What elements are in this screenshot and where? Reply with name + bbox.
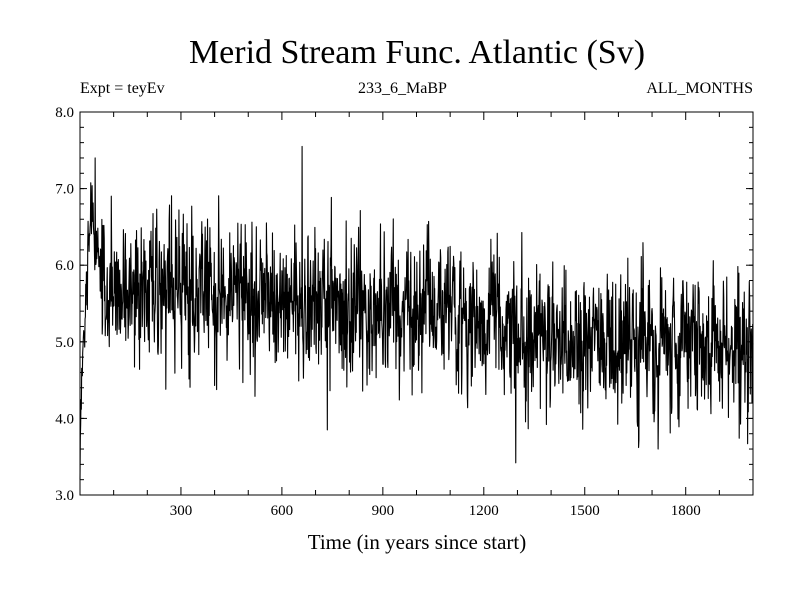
- y-tick-label: 3.0: [55, 488, 74, 504]
- y-tick-label: 6.0: [55, 258, 74, 274]
- y-tick-label: 5.0: [55, 335, 74, 351]
- x-tick-label: 900: [372, 503, 395, 519]
- y-tick-label: 7.0: [55, 182, 74, 198]
- y-tick-label: 4.0: [55, 411, 74, 427]
- months-label: ALL_MONTHS: [646, 80, 753, 97]
- x-tick-label: 1800: [671, 503, 701, 519]
- series-line: [79, 145, 754, 480]
- y-tick-label: 8.0: [55, 105, 74, 121]
- chart-title: Merid Stream Func. Atlantic (Sv): [188, 34, 646, 71]
- x-tick-label: 1200: [469, 503, 499, 519]
- x-tick-label: 300: [170, 503, 193, 519]
- run-label: 233_6_MaBP: [358, 80, 447, 97]
- experiment-label: Expt = teyEv: [80, 80, 165, 97]
- x-tick-label: 600: [271, 503, 294, 519]
- x-tick-label: 1500: [570, 503, 600, 519]
- x-axis-label: Time (in years since start): [307, 530, 527, 554]
